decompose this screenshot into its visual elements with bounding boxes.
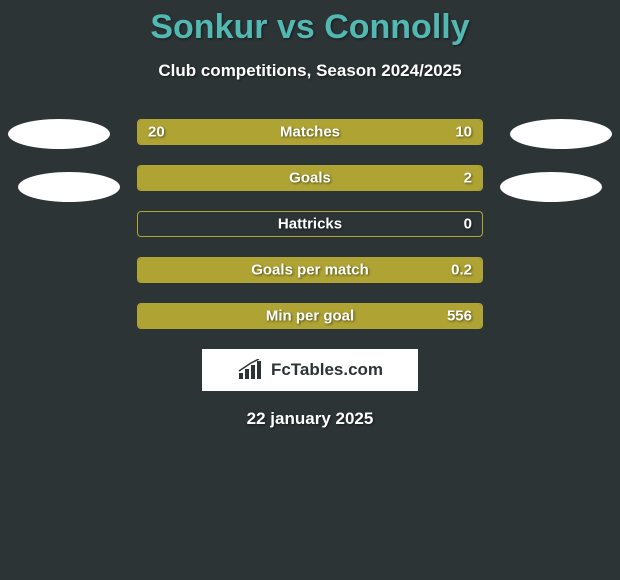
bar-value-right: 0.2 — [451, 262, 472, 279]
date-text: 22 january 2025 — [0, 409, 620, 429]
bar-label: Goals — [289, 170, 331, 187]
chart-icon — [237, 359, 265, 381]
bars-area: 20 Matches 10 Goals 2 Hattricks 0 Goals per mat… — [0, 119, 620, 329]
bar-label: Min per goal — [266, 308, 354, 325]
bars-host: 20 Matches 10 Goals 2 Hattricks 0 Goals per mat… — [0, 119, 620, 329]
bar-label: Goals per match — [251, 262, 369, 279]
bar-value-right: 0 — [464, 216, 472, 233]
bar-label: Hattricks — [278, 216, 342, 233]
source-logo-text: FcTables.com — [271, 360, 383, 380]
bar-value-right: 10 — [455, 124, 472, 141]
page-title: Sonkur vs Connolly — [0, 8, 620, 47]
bar-label: Matches — [280, 124, 340, 141]
comparison-widget: Sonkur vs Connolly Club competitions, Se… — [0, 0, 620, 429]
source-logo[interactable]: FcTables.com — [202, 349, 418, 391]
bar-row: Goals 2 — [137, 165, 483, 191]
team-right-icon — [510, 119, 612, 149]
subtitle: Club competitions, Season 2024/2025 — [0, 61, 620, 81]
team-right-icon-2 — [500, 172, 602, 202]
bar-value-right: 2 — [464, 170, 472, 187]
team-left-icon-2 — [18, 172, 120, 202]
bar-row: 20 Matches 10 — [137, 119, 483, 145]
bar-row: Hattricks 0 — [137, 211, 483, 237]
bar-row: Goals per match 0.2 — [137, 257, 483, 283]
team-left-icon — [8, 119, 110, 149]
bar-value-left: 20 — [148, 124, 165, 141]
bar-row: Min per goal 556 — [137, 303, 483, 329]
bar-value-right: 556 — [447, 308, 472, 325]
